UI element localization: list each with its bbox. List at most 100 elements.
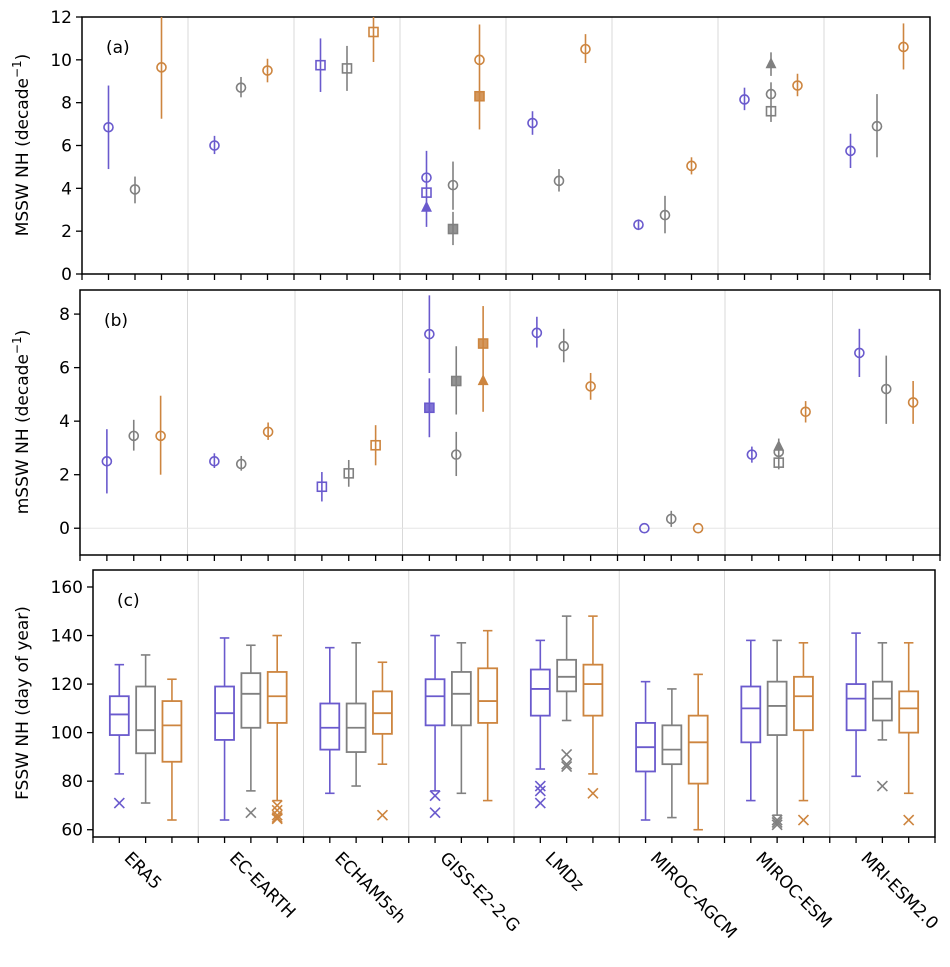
marker-circle xyxy=(692,522,704,534)
outlier-stroke xyxy=(771,814,783,826)
marker-circle xyxy=(262,65,273,76)
box-iqr xyxy=(898,690,920,734)
marker-square-filled xyxy=(477,338,489,349)
marker-circle xyxy=(128,430,140,442)
box-iqr xyxy=(872,680,893,722)
panel-c: 60 80 100 120 140 160 FSSW NH (day of year) (c)… xyxy=(13,569,942,943)
marker-circle xyxy=(235,458,247,470)
outlier-stroke xyxy=(771,816,783,829)
panel-a: 0 2 4 6 8 10 12 MSSW NH (decade−1) (a) xyxy=(10,8,931,285)
outlier-marker xyxy=(797,814,810,826)
category-label: ERA5 xyxy=(120,848,165,893)
y-tick-label: 10 xyxy=(50,51,72,71)
outlier-marker xyxy=(271,813,283,825)
marker-square xyxy=(765,105,777,117)
box-iqr xyxy=(766,680,788,736)
marker-circle xyxy=(639,522,650,534)
box-iqr xyxy=(108,695,130,736)
outlier-stroke xyxy=(903,814,915,826)
y-tick-label: 100 xyxy=(51,724,83,744)
outlier-marker xyxy=(771,814,783,826)
marker-circle xyxy=(129,184,141,195)
y-tick-label: 2 xyxy=(61,222,72,242)
y-tick-label: 8 xyxy=(59,305,70,325)
outlier-stroke xyxy=(271,799,283,812)
marker-circle xyxy=(421,172,432,183)
outlier-marker xyxy=(271,799,283,812)
y-tick-label: 4 xyxy=(61,179,72,199)
outlier-stroke xyxy=(429,790,441,802)
outlier-marker xyxy=(561,748,573,761)
outlier-stroke xyxy=(561,761,573,773)
marker-square xyxy=(370,439,381,451)
marker-circle xyxy=(156,62,167,73)
marker-square-filled xyxy=(474,90,485,102)
marker-circle xyxy=(558,340,570,352)
box-ERA5-s0 xyxy=(108,663,130,809)
box-iqr xyxy=(740,685,762,744)
category-label: MIROC-AGCM xyxy=(646,848,740,942)
box-MIROC-ESM-s1 xyxy=(766,639,788,831)
y-tick-label: 6 xyxy=(59,359,70,379)
outlier-marker xyxy=(271,809,283,821)
marker-circle xyxy=(474,54,485,66)
category-label: LMDz xyxy=(541,848,588,895)
box-MIROC-ESM-s2 xyxy=(793,642,814,826)
box-MRI-ESM2.0-s2 xyxy=(898,642,920,826)
y-tick-label: 140 xyxy=(51,627,83,647)
outlier-stroke xyxy=(271,812,283,824)
outlier-stroke xyxy=(534,797,546,809)
marker-circle xyxy=(739,94,750,105)
box-LMDz-s0 xyxy=(529,639,551,809)
box-iqr xyxy=(793,675,814,732)
outlier-marker xyxy=(429,790,441,802)
y-axis-label: MSSW NH (decade−1) xyxy=(10,54,33,237)
box-EC-EARTH-s2 xyxy=(266,634,288,825)
marker-triangle xyxy=(765,57,777,69)
box-ECHAM5sh-s0 xyxy=(319,646,341,795)
box-ERA5-s1 xyxy=(135,654,156,804)
outlier-marker xyxy=(903,814,915,826)
category-label: GISS-E2-2-G xyxy=(436,848,524,936)
marker-square-filled xyxy=(450,375,462,387)
box-MRI-ESM2.0-s0 xyxy=(845,632,867,778)
panel-label: (b) xyxy=(104,311,128,331)
y-tick-label: 80 xyxy=(61,772,83,792)
box-ECHAM5sh-s1 xyxy=(345,642,367,787)
marker-circle xyxy=(871,120,883,132)
marker-circle xyxy=(746,449,758,460)
outlier-marker xyxy=(561,761,573,773)
y-tick-label: 120 xyxy=(51,675,83,695)
marker-circle xyxy=(531,327,543,339)
marker-circle xyxy=(907,397,919,408)
marker-circle xyxy=(553,175,565,187)
marker-triangle xyxy=(477,374,489,386)
marker-circle xyxy=(800,406,811,418)
box-MIROC-AGCM-s2 xyxy=(687,673,709,831)
box-iqr xyxy=(240,672,262,729)
box-iqr xyxy=(845,683,867,732)
box-iqr xyxy=(319,702,341,751)
marker-circle xyxy=(450,449,462,460)
marker-circle xyxy=(633,219,644,231)
outlier-stroke xyxy=(376,809,389,821)
box-iqr xyxy=(556,658,577,693)
panel-label: (c) xyxy=(117,591,140,611)
outlier-marker xyxy=(534,785,546,797)
marker-circle xyxy=(447,179,459,191)
marker-square-filled xyxy=(447,223,459,235)
box-GISS-E2-2-G-s0 xyxy=(424,634,446,819)
y-tick-label: 4 xyxy=(59,412,70,432)
outlier-marker xyxy=(587,787,599,799)
box-iqr xyxy=(135,685,156,755)
outlier-stroke xyxy=(429,807,441,819)
marker-circle xyxy=(845,145,856,157)
marker-square xyxy=(343,468,355,479)
box-GISS-E2-2-G-s2 xyxy=(477,629,499,802)
marker-square-filled xyxy=(424,402,435,414)
marker-circle xyxy=(262,426,274,438)
marker-square xyxy=(368,26,379,38)
marker-circle xyxy=(792,80,803,91)
box-ERA5-s2 xyxy=(161,678,183,821)
box-LMDz-s2 xyxy=(582,615,604,799)
